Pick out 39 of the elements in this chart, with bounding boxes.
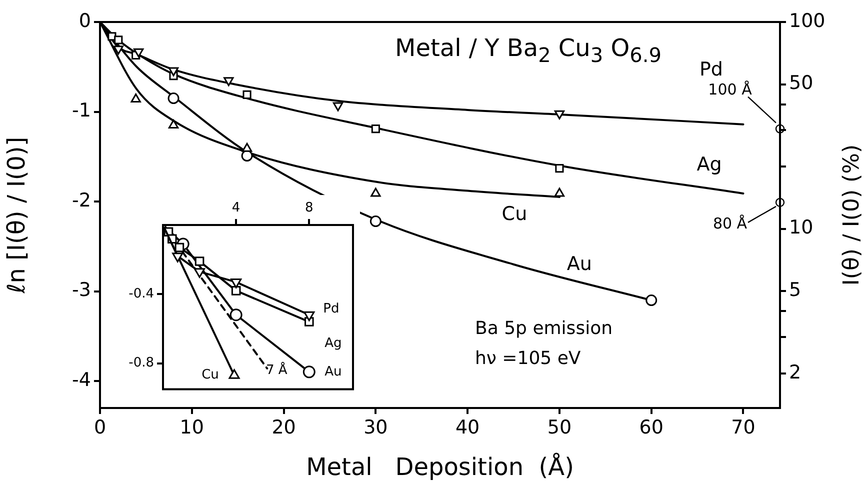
annotation: 80 Å bbox=[712, 214, 748, 232]
series-label: Ag bbox=[696, 153, 722, 176]
y-tick-label: -0.8 bbox=[128, 356, 154, 371]
x-tick-label: 4 bbox=[232, 200, 240, 216]
series-label: Ag bbox=[324, 336, 342, 352]
series-label: Pd bbox=[323, 301, 340, 316]
y2-tick-label: 2 bbox=[789, 361, 802, 384]
series-label: Au bbox=[566, 253, 592, 276]
text: Pd bbox=[699, 58, 724, 80]
y-tick-label: -0.4 bbox=[128, 286, 154, 302]
y-tick-label: -1 bbox=[72, 100, 91, 122]
annotation: Ba 5p emission bbox=[475, 318, 612, 339]
y-tick-label: -4 bbox=[72, 369, 91, 392]
x-tick-label: 8 bbox=[305, 200, 314, 216]
x-tick-label: 20 bbox=[272, 416, 296, 438]
x-tick-label: 50 bbox=[547, 416, 572, 438]
annotation: hν =105 eV bbox=[475, 348, 581, 369]
x-tick-label: 10 bbox=[180, 416, 204, 438]
y-tick-label: -3 bbox=[72, 279, 91, 302]
annotation: 7 Å bbox=[266, 363, 288, 378]
y2-tick-label: 5 bbox=[789, 279, 802, 301]
x-axis-title: Metal Deposition (Å) bbox=[306, 452, 574, 481]
series-label: Cu bbox=[502, 202, 528, 225]
text: Metal / Y Ba$_{2}$ Cu$_{3}$ O$_{6.9}$ bbox=[395, 34, 662, 67]
series-label: Cu bbox=[202, 368, 219, 383]
x-tick-label: 0 bbox=[94, 416, 106, 438]
x-tick-label: 40 bbox=[455, 416, 480, 438]
y2-tick-label: 10 bbox=[789, 216, 814, 239]
annotation: 100 Å bbox=[708, 80, 753, 99]
x-tick-label: 30 bbox=[364, 416, 388, 438]
x-tick-label: 70 bbox=[731, 416, 756, 438]
x-tick-label: 60 bbox=[639, 416, 664, 438]
y2-tick-label: 50 bbox=[789, 72, 814, 94]
y-axis-title: ℓn [I(θ) / I(0)] bbox=[2, 136, 31, 294]
y-tick-label: -2 bbox=[72, 189, 91, 212]
series-label: Au bbox=[324, 364, 342, 380]
y2-tick-label: 100 bbox=[789, 10, 826, 32]
y2-axis-title: I(θ) / I(0) (%) bbox=[840, 144, 864, 286]
y-tick-label: 0 bbox=[78, 10, 91, 32]
